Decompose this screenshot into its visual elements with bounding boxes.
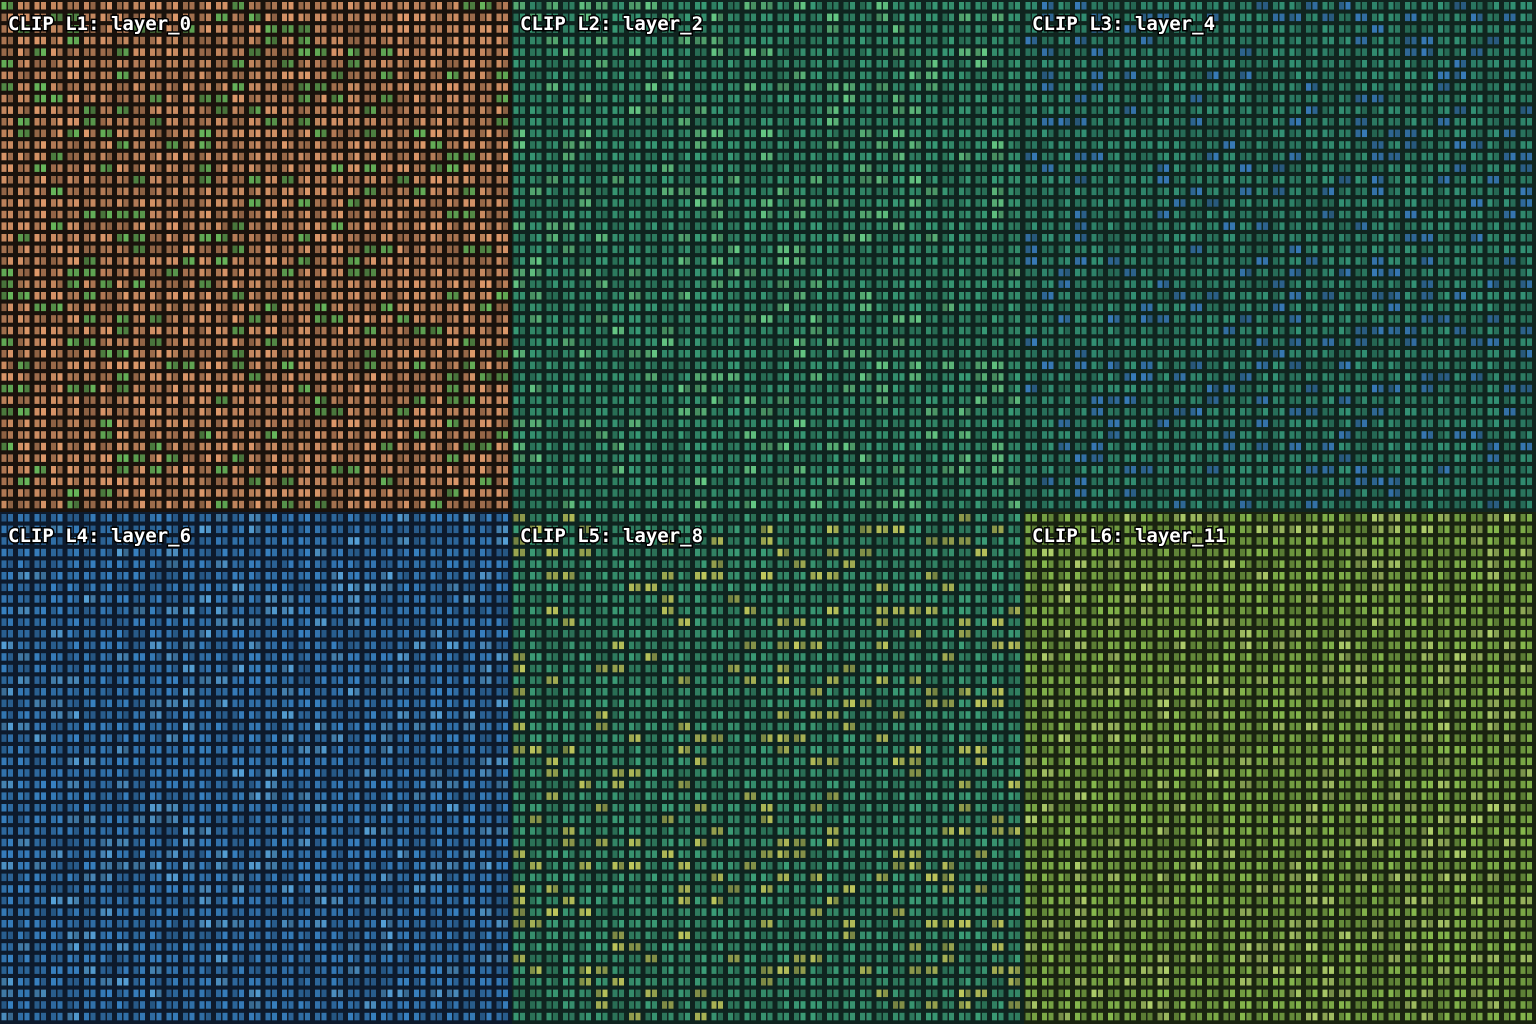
panel: CLIP L5: layer_8 — [512, 512, 1024, 1024]
panel-title: CLIP L3: layer_4 — [1032, 13, 1215, 35]
panel: CLIP L3: layer_4 — [1024, 0, 1536, 512]
panel-title: CLIP L6: layer_11 — [1032, 525, 1226, 547]
hex-texture — [1, 2, 508, 509]
panel: CLIP L2: layer_2 — [512, 0, 1024, 512]
hex-texture — [1, 514, 508, 1021]
panel-title: CLIP L1: layer_0 — [8, 13, 191, 35]
hex-texture — [1025, 514, 1532, 1021]
panel-title: CLIP L5: layer_8 — [520, 525, 703, 547]
hex-texture — [513, 2, 1020, 509]
panel: CLIP L1: layer_0 — [0, 0, 512, 512]
panel: CLIP L6: layer_11 — [1024, 512, 1536, 1024]
hex-texture — [513, 514, 1020, 1021]
hex-texture — [1025, 2, 1532, 509]
panel-title: CLIP L4: layer_6 — [8, 525, 191, 547]
panel-title: CLIP L2: layer_2 — [520, 13, 703, 35]
panel: CLIP L4: layer_6 — [0, 512, 512, 1024]
